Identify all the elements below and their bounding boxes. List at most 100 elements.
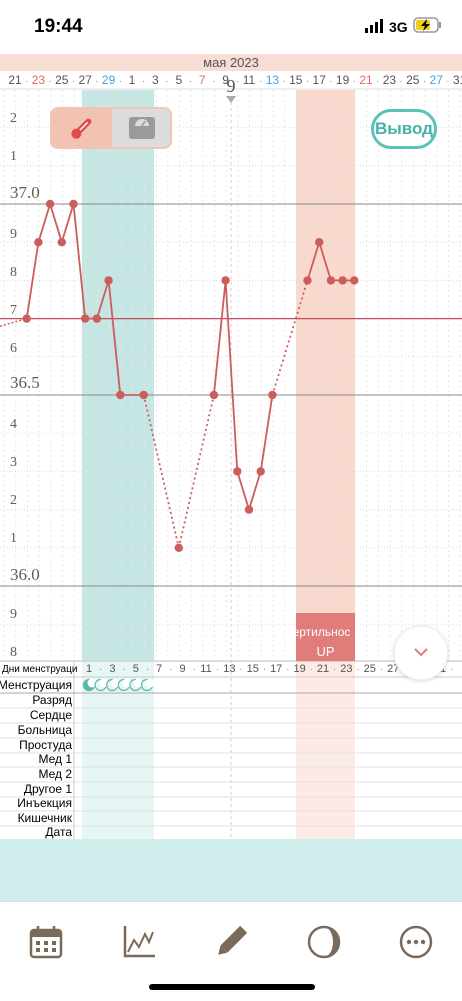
cycle-day-dot: · <box>310 664 313 675</box>
y-axis-label: 8 <box>10 645 17 660</box>
date-label: 21 <box>8 73 22 87</box>
fertility-label-text: ертильнос <box>296 625 351 639</box>
date-dot: · <box>423 76 426 87</box>
y-axis-label: 9 <box>10 227 17 242</box>
temp-segment <box>107 280 122 396</box>
temp-point <box>34 238 43 247</box>
signal-icon <box>365 19 383 33</box>
temp-segment <box>142 394 180 549</box>
temp-point <box>209 390 219 400</box>
menstruation-moon-icon <box>106 678 120 692</box>
row-label: Другое 1 <box>24 782 72 796</box>
temp-segment <box>49 203 63 243</box>
y-axis-label: 1 <box>10 149 17 164</box>
temp-segment <box>259 394 274 472</box>
fertility-band-lower <box>296 660 355 840</box>
temp-point <box>139 390 148 400</box>
cycle-day-dot: · <box>239 664 242 675</box>
conclusion-button[interactable]: Вывод <box>371 109 437 149</box>
date-dot: · <box>306 76 309 87</box>
date-label: 17 <box>313 73 327 87</box>
temp-segment <box>306 241 321 281</box>
cycle-day-dot: · <box>380 664 383 675</box>
cycle-day-dot: · <box>99 664 102 675</box>
temp-segment <box>224 280 239 472</box>
cycle-day-dot: · <box>356 664 359 675</box>
date-dot: · <box>119 76 122 87</box>
menstruation-moon-icon <box>82 678 97 692</box>
cycle-day-number: 5 <box>133 663 139 675</box>
pencil-icon <box>218 926 247 955</box>
temp-point <box>104 276 113 285</box>
row-label: Кишечник <box>18 811 73 825</box>
thermometer-mode[interactable] <box>52 109 112 147</box>
date-dot: · <box>189 76 192 87</box>
date-dot: · <box>142 76 145 87</box>
row-label: Больница <box>18 723 73 737</box>
fertility-up-label: ертильнос UP <box>296 613 355 661</box>
date-label: 19 <box>336 73 350 87</box>
date-label: 21 <box>359 73 373 87</box>
cycle-day-number: 9 <box>180 663 186 675</box>
today-arrow-icon <box>226 96 236 103</box>
date-dot: · <box>376 76 379 87</box>
battery-icon <box>413 17 441 33</box>
scale-mode[interactable] <box>112 109 170 147</box>
date-label: 1 <box>129 73 136 87</box>
cycle-day-dot: · <box>263 664 266 675</box>
temp-segment <box>213 280 227 396</box>
tab-more[interactable] <box>396 922 436 962</box>
temp-point <box>315 238 324 247</box>
cycle-day-dot: · <box>122 664 125 675</box>
row-label: Менструация <box>0 678 72 692</box>
row-label: Сердце <box>30 708 72 722</box>
date-dot: · <box>353 76 356 87</box>
cycle-day-dot: · <box>169 664 172 675</box>
date-label: 31 <box>453 73 462 87</box>
cycle-days-label: Дни менструаци <box>2 664 77 675</box>
y-axis-label: 36.5 <box>10 373 40 392</box>
cycle-day-number: 15 <box>247 663 259 675</box>
y-axis-label: 3 <box>10 455 17 470</box>
date-label: 3 <box>152 73 159 87</box>
month-label: мая 2023 <box>203 55 259 70</box>
month-header: мая 2023 <box>0 54 462 71</box>
cycle-day-number: 19 <box>293 663 305 675</box>
y-axis-label: 37.0 <box>10 183 40 202</box>
status-time: 19:44 <box>34 16 83 37</box>
temp-point <box>81 314 90 323</box>
date-label: 9 <box>222 73 229 87</box>
tab-chart[interactable] <box>119 922 159 962</box>
date-dot: · <box>72 76 75 87</box>
y-axis-label: 8 <box>10 265 17 280</box>
y-axis-label: 4 <box>10 417 17 432</box>
row-label: Мед 1 <box>38 752 72 766</box>
collapse-button[interactable] <box>394 626 448 680</box>
date-label: 15 <box>289 73 303 87</box>
menstruation-moon-icon <box>140 678 155 692</box>
bottom-band <box>0 839 462 901</box>
row-label: Простуда <box>19 738 72 752</box>
tab-calendar[interactable] <box>26 922 66 962</box>
temp-point <box>174 543 183 552</box>
temp-segment <box>236 471 250 510</box>
date-label: 27 <box>430 73 444 87</box>
tab-edit[interactable] <box>211 922 251 962</box>
temp-point <box>57 238 66 247</box>
cycle-day-dot: · <box>216 664 219 675</box>
moon-icon <box>307 925 341 959</box>
temp-point <box>256 467 265 476</box>
temp-point <box>350 276 359 285</box>
date-dot: · <box>95 76 98 87</box>
temp-segment <box>96 280 110 319</box>
row-label: Дата <box>45 825 72 839</box>
cycle-day-number: 7 <box>156 663 162 675</box>
lead-segment <box>0 317 27 327</box>
chart-mode-toggle[interactable] <box>50 107 172 149</box>
temp-segment <box>37 203 51 243</box>
temp-point <box>233 467 242 476</box>
y-axis-label: 9 <box>10 607 17 622</box>
tab-cycle[interactable] <box>304 922 344 962</box>
calendar-icon <box>29 926 63 959</box>
